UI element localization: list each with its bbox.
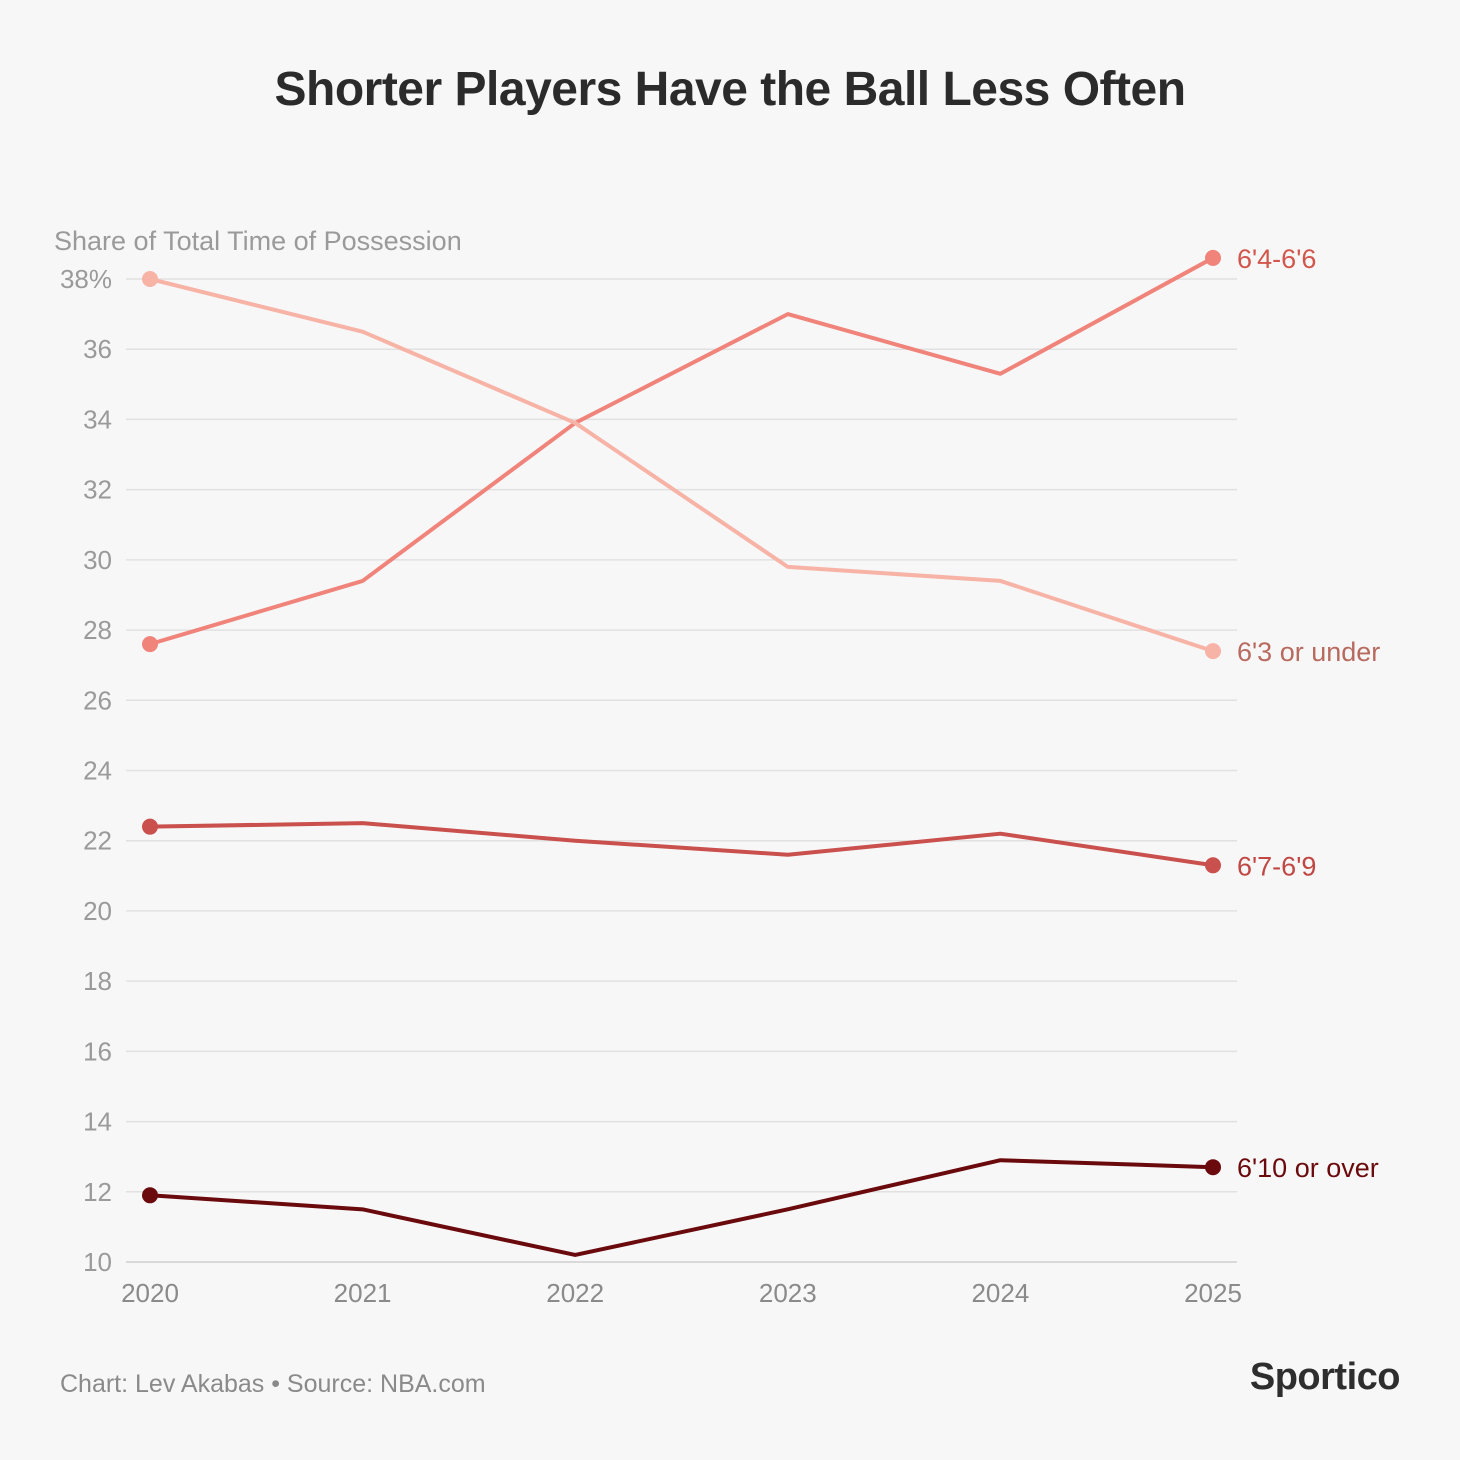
series-line-6-4-6-6 (148, 255, 1215, 647)
series-line-6-7-6-9 (148, 821, 1215, 868)
y-axis-title: Share of Total Time of Possession (54, 226, 462, 256)
y-tick-label: 28 (83, 615, 112, 645)
x-tick-label: 2021 (334, 1278, 392, 1308)
x-tick-label: 2022 (546, 1278, 604, 1308)
y-tick-label: 32 (83, 475, 112, 505)
y-tick-label: 26 (83, 685, 112, 715)
y-tick-label: 12 (83, 1177, 112, 1207)
series-end-point-6-4-6-6 (1205, 249, 1221, 266)
series-start-point-6-10-or-over (142, 1187, 158, 1204)
footer-credit: Chart: Lev Akabas • Source: NBA.com (60, 1370, 486, 1398)
chart-title: Shorter Players Have the Ball Less Often (274, 63, 1186, 116)
x-tick-label: 2020 (121, 1278, 179, 1308)
series-start-point-6-3-or-under (142, 271, 158, 287)
series-line-6-3-or-under (148, 277, 1215, 654)
y-tick-label: 24 (83, 756, 112, 786)
y-tick-label: 20 (83, 896, 112, 926)
x-tick-label: 2024 (971, 1278, 1029, 1308)
series-end-point-6-3-or-under (1205, 643, 1221, 660)
y-tick-label: 34 (83, 404, 112, 434)
y-tick-label: 10 (83, 1247, 112, 1277)
series-end-point-6-7-6-9 (1205, 857, 1221, 874)
y-tick-label: 18 (83, 966, 112, 996)
y-tick-label: 22 (83, 826, 112, 856)
y-tick-label: 30 (83, 545, 112, 575)
series-label-6-3-or-under: 6'3 or under (1237, 637, 1380, 667)
x-tick-label: 2023 (759, 1278, 817, 1308)
series-label-6-10-or-over: 6'10 or over (1237, 1153, 1379, 1183)
series-line-6-10-or-over (148, 1158, 1215, 1257)
y-tick-label: 14 (83, 1107, 112, 1137)
y-tick-label: 16 (83, 1036, 112, 1066)
y-tick-label: 36 (83, 334, 112, 364)
x-tick-label: 2025 (1184, 1278, 1242, 1308)
series-label-6-7-6-9: 6'7-6'9 (1237, 851, 1316, 881)
series-start-point-6-4-6-6 (142, 636, 158, 653)
series-end-point-6-10-or-over (1205, 1159, 1221, 1176)
y-tick-label: 38% (60, 264, 112, 294)
brand-logo: Sportico (1249, 1356, 1401, 1398)
series-label-6-4-6-6: 6'4-6'6 (1237, 244, 1316, 274)
series-start-point-6-7-6-9 (142, 818, 158, 835)
